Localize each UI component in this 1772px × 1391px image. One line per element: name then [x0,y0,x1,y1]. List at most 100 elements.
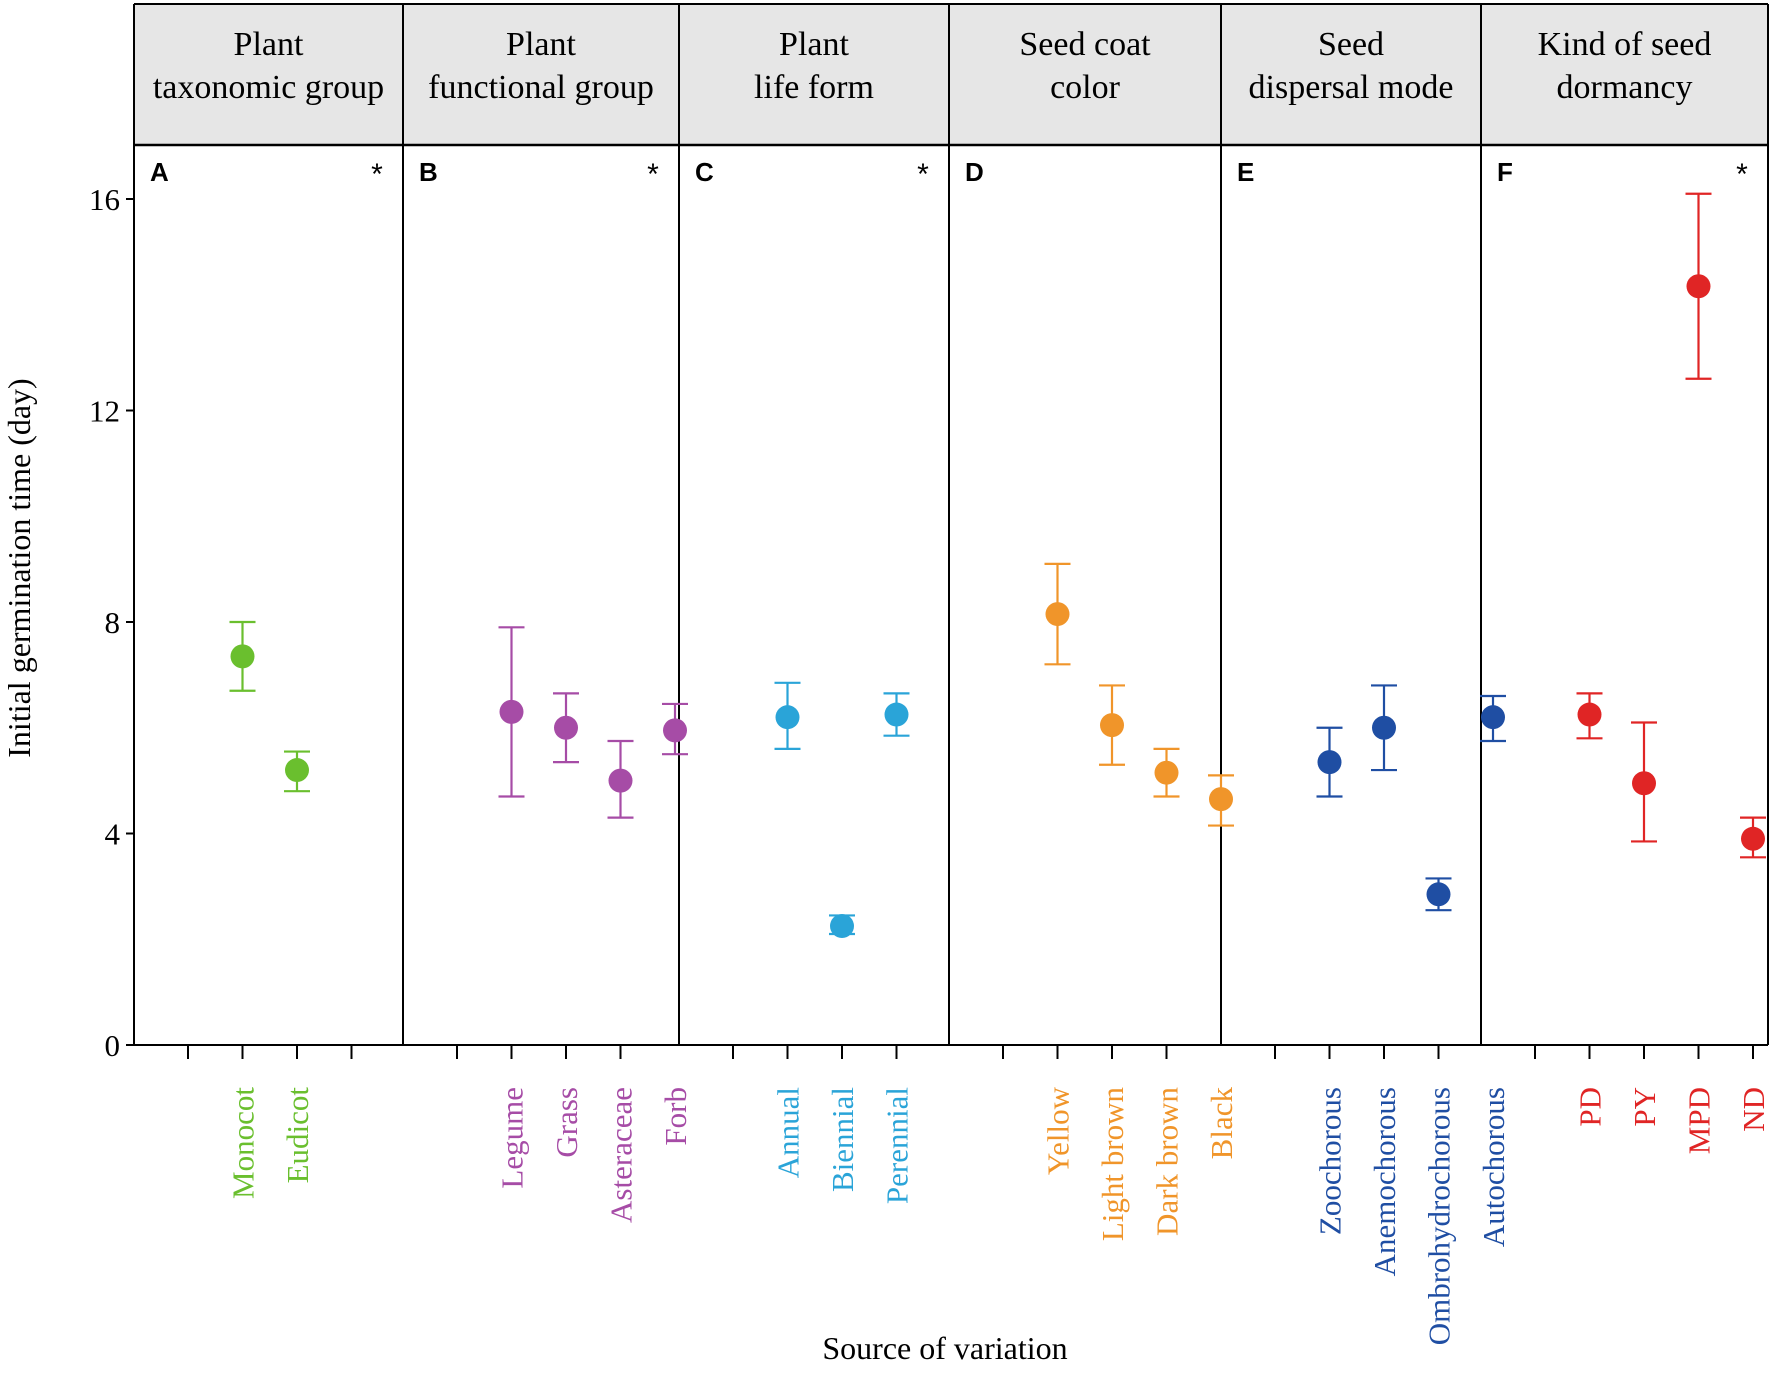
panel-a: Plant taxonomic group A * [150,26,384,1059]
data-point-dark-brown [1153,747,1180,798]
y-tick-label: 8 [105,605,121,640]
panel-letter: F [1497,157,1513,187]
mean-marker [1154,760,1179,785]
category-label: Monocot [226,1087,261,1199]
mean-marker [285,758,309,783]
significance-star: * [917,158,929,191]
mean-marker [1426,882,1451,907]
data-point-yellow [1044,562,1071,666]
mean-marker [1741,826,1765,851]
panel-header-line: Kind of seed [1538,26,1712,63]
category-labels: Monocot Eudicot Legume Grass Asteraceae Forb A… [226,1086,1772,1345]
data-point-monocot [229,620,256,692]
mean-marker [830,914,854,939]
data-point-forb [662,702,688,756]
category-label: Forb [658,1087,693,1146]
panel-frames [133,3,1769,1045]
data-point-legume [498,626,525,798]
panel-header-line: taxonomic group [153,69,384,106]
mean-marker [775,705,800,730]
mean-marker [1481,705,1505,730]
mean-marker [1372,715,1396,740]
mean-marker [1045,602,1070,627]
category-label: Legume [495,1087,530,1189]
y-axis: 0 4 8 12 16 [89,182,1768,1063]
mean-marker [1686,274,1711,299]
data-point-mpd [1685,192,1712,380]
data-point-annual [774,681,801,751]
category-label: Black [1204,1087,1239,1160]
mean-marker [1209,787,1233,812]
data-point-ombrohydrochorous [1425,877,1452,912]
panel-header-line: Plant [506,26,576,63]
significance-star: * [1736,158,1748,191]
panel-header-line: Plant [234,26,304,63]
significance-star: * [647,158,659,191]
panel-header-line: dispersal mode [1249,69,1454,106]
mean-marker [884,702,909,727]
data-point-anemochorous [1371,684,1397,772]
mean-marker [608,768,633,793]
data-point-grass [553,692,579,764]
panel-letter: B [419,157,438,187]
category-label: MPD [1682,1087,1717,1154]
significance-star: * [371,158,383,191]
data-point-eudicot [284,750,310,793]
category-label: Perennial [880,1087,915,1204]
category-label: Annual [771,1087,806,1178]
category-label: Grass [549,1087,584,1158]
data-point-autochorous [1480,694,1506,743]
y-axis-title: Initial germination time (day) [1,378,37,757]
panel-header-line: dormancy [1557,69,1693,106]
panel-b: Plant functional group B * [419,26,688,1059]
data-point-light-brown [1099,684,1125,766]
category-label: Asteraceae [604,1087,639,1223]
mean-marker [663,718,687,743]
mean-marker [1577,702,1602,727]
panel-letter: E [1237,157,1254,187]
panel-d: Seed coat color D [965,26,1234,1059]
data-point-black [1208,774,1234,827]
panel-header-line: Seed coat [1019,26,1151,63]
panel-letter: D [965,157,984,187]
category-label: Anemochorous [1367,1087,1402,1276]
mean-marker [1632,771,1656,796]
category-label: Eudicot [280,1087,315,1184]
mean-marker [499,699,524,724]
data-marks: Plant taxonomic group A * Plant functional gr… [150,26,1766,1059]
panel-e: Seed dispersal mode E [1237,26,1506,1059]
panel-header-line: color [1050,69,1121,106]
panel-header-line: Seed [1318,26,1384,63]
category-label: ND [1736,1087,1771,1132]
category-label: Yellow [1041,1086,1076,1175]
header-band [134,4,1768,145]
data-point-pd [1576,692,1603,740]
panel-header-line: life form [754,69,874,106]
panel-letter: A [150,157,169,187]
mean-marker [554,715,578,740]
category-label: Biennial [825,1087,860,1192]
data-point-zoochorous [1316,726,1343,798]
y-tick-label: 0 [105,1028,121,1063]
panel-header-line: functional group [428,69,654,106]
data-point-perennial [883,692,910,737]
data-point-py [1631,721,1657,843]
data-point-asteraceae [607,739,634,819]
category-label: Ombrohydrochorous [1422,1087,1457,1345]
mean-marker [1100,713,1124,738]
y-tick-label: 16 [89,182,120,217]
y-tick-label: 12 [89,394,120,429]
category-label: PD [1573,1087,1608,1127]
panel-letter: C [695,157,714,187]
category-label: Autochorous [1476,1087,1511,1247]
panel-f: Kind of seed dormancy F * [1497,26,1766,1059]
mean-marker [1317,750,1342,775]
category-label: Dark brown [1150,1087,1185,1236]
data-point-nd [1740,816,1766,859]
category-label: Light brown [1095,1087,1130,1242]
data-point-biennial [829,914,855,939]
y-tick-label: 4 [105,817,121,852]
x-axis-title: Source of variation [822,1330,1067,1366]
mean-marker [230,644,255,669]
